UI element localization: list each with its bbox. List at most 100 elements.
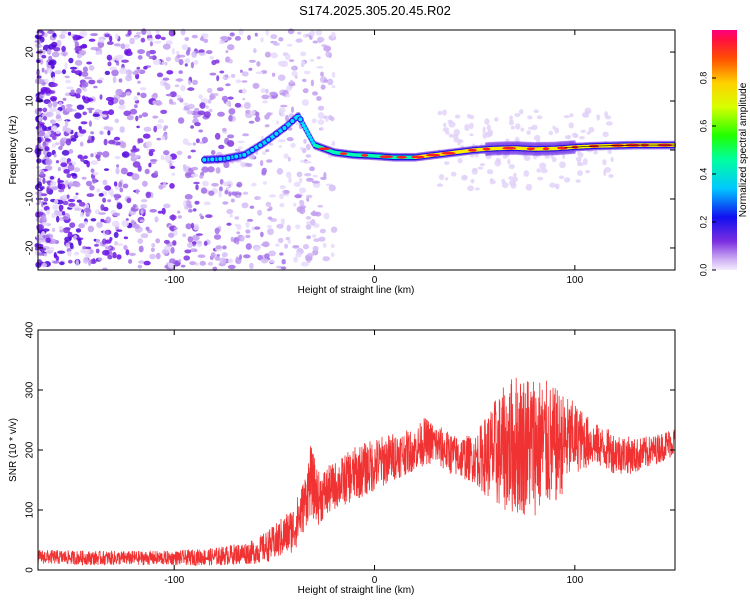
noise-blob: [51, 120, 57, 125]
noise-blob: [518, 109, 524, 115]
noise-blob: [229, 214, 233, 218]
noise-blob: [71, 69, 76, 74]
noise-blob: [470, 178, 475, 184]
noise-blob: [122, 183, 129, 189]
noise-blob: [103, 168, 110, 172]
noise-blob: [443, 122, 447, 128]
noise-blob: [70, 172, 77, 177]
noise-blob: [199, 174, 204, 179]
noise-blob: [264, 253, 270, 259]
noise-blob: [195, 184, 199, 191]
noise-blob: [122, 153, 127, 157]
noise-blob: [44, 78, 49, 84]
noise-blob: [190, 173, 199, 178]
snr-y-tick-label: 200: [25, 441, 36, 458]
noise-blob: [248, 120, 255, 124]
noise-blob: [66, 173, 72, 178]
noise-blob: [41, 215, 47, 222]
noise-blob: [448, 133, 455, 138]
noise-blob: [234, 102, 242, 108]
noise-blob: [118, 78, 123, 83]
noise-blob: [241, 80, 248, 83]
noise-blob: [114, 155, 121, 160]
noise-blob: [41, 221, 49, 226]
noise-blob: [318, 37, 322, 44]
noise-blob: [95, 248, 100, 254]
noise-blob: [602, 159, 607, 166]
noise-blob: [112, 252, 117, 259]
snr-series-line: [37, 377, 676, 567]
noise-blob: [119, 126, 125, 133]
noise-blob: [59, 183, 66, 191]
noise-blob: [93, 85, 98, 89]
noise-blob: [141, 112, 149, 118]
noise-blob: [177, 215, 182, 219]
noise-blob: [237, 140, 245, 144]
noise-blob: [56, 210, 64, 217]
noise-blob: [216, 87, 224, 92]
noise-blob: [165, 93, 173, 97]
noise-blob: [126, 48, 132, 53]
noise-blob: [164, 83, 171, 90]
noise-blob: [284, 53, 291, 61]
noise-blob: [436, 183, 444, 187]
noise-blob: [533, 109, 539, 113]
noise-blob: [169, 183, 175, 189]
noise-blob: [59, 138, 65, 146]
noise-blob: [536, 168, 542, 173]
band-peak: [425, 153, 441, 157]
noise-blob: [222, 127, 227, 132]
noise-blob: [437, 110, 443, 116]
noise-blob: [126, 115, 134, 121]
snr-y-axis-label: SNR (10 * v/v): [8, 418, 19, 482]
noise-blob: [115, 167, 120, 175]
colorbar-tick-label: 0.8: [698, 72, 708, 85]
noise-blob: [212, 266, 218, 272]
noise-blob: [105, 239, 112, 244]
noise-blob: [278, 237, 284, 244]
noise-blob: [38, 107, 43, 112]
noise-blob: [40, 193, 48, 197]
noise-blob: [176, 50, 180, 55]
noise-blob: [152, 115, 159, 119]
noise-blob: [554, 183, 560, 189]
noise-blob: [109, 66, 117, 71]
noise-blob: [442, 109, 447, 116]
noise-blob: [155, 29, 160, 34]
noise-blob: [69, 222, 76, 229]
noise-blob: [131, 173, 140, 181]
band-peak: [467, 148, 477, 152]
noise-blob: [247, 219, 254, 222]
noise-blob: [311, 118, 317, 124]
band-trace: [564, 144, 675, 149]
noise-blob: [523, 170, 530, 177]
noise-blob: [52, 100, 58, 108]
noise-blob: [249, 205, 255, 209]
noise-blob: [102, 151, 110, 158]
noise-blob: [230, 236, 234, 242]
noise-blob: [305, 143, 311, 151]
noise-blob: [539, 162, 547, 170]
noise-blob: [184, 58, 191, 64]
noise-blob: [155, 34, 162, 40]
noise-blob: [286, 85, 292, 92]
band-inner: [306, 132, 311, 136]
noise-blob: [269, 91, 278, 96]
band-blob: [289, 117, 296, 125]
noise-blob: [163, 239, 170, 244]
snr-background: [38, 330, 675, 570]
noise-blob: [526, 130, 531, 136]
noise-blob: [54, 142, 60, 146]
noise-blob: [75, 192, 79, 196]
noise-blob: [64, 236, 72, 242]
snr-panel: -100 0 100 0 100 200 300 400 Height of straigh…: [8, 321, 676, 596]
noise-blob: [72, 34, 81, 41]
noise-blob: [78, 72, 82, 77]
noise-blob: [148, 55, 154, 60]
spectrogram-y-tick-label: 10: [25, 95, 36, 107]
noise-blob: [193, 249, 198, 253]
noise-blob: [51, 41, 58, 48]
noise-blob: [57, 177, 61, 185]
noise-blob: [226, 208, 234, 215]
noise-blob: [162, 43, 171, 50]
